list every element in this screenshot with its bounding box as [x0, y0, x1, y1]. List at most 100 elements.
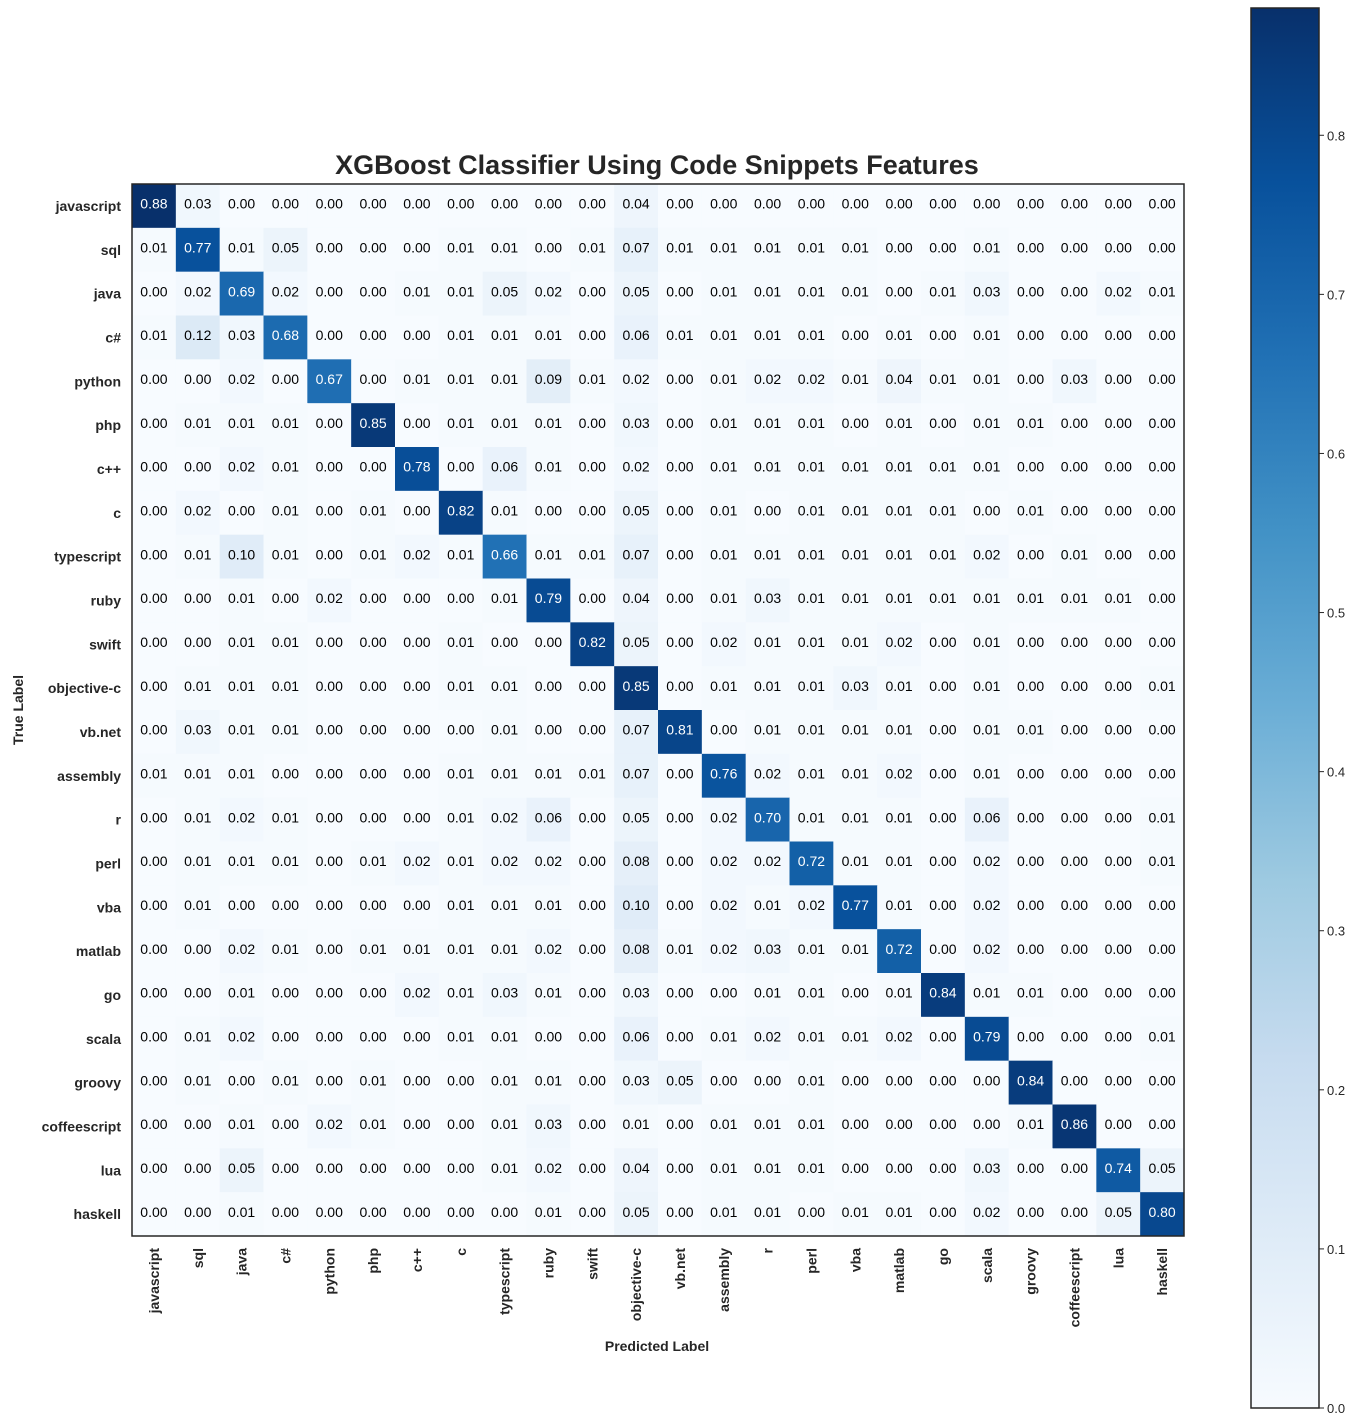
heatmap-cell — [132, 1148, 177, 1193]
heatmap-cell — [307, 1148, 352, 1193]
cell-value-label: 0.01 — [754, 415, 781, 431]
cell-value-label: 0.00 — [842, 985, 869, 1001]
heatmap-cell — [614, 929, 659, 974]
heatmap-cell — [482, 490, 527, 536]
heatmap-cell — [964, 753, 1010, 799]
heatmap-cell — [701, 490, 747, 536]
heatmap-cell — [175, 885, 221, 930]
heatmap-cell — [877, 973, 922, 1018]
heatmap-cell — [1052, 929, 1097, 974]
heatmap-cell — [482, 841, 527, 886]
heatmap-cell — [833, 1060, 878, 1105]
heatmap-cell — [789, 1060, 834, 1105]
heatmap-cell — [833, 315, 878, 360]
heatmap-cell — [307, 359, 352, 404]
heatmap-cell — [351, 622, 396, 667]
cell-value-label: 0.03 — [754, 590, 781, 606]
cell-value-label: 0.01 — [885, 985, 912, 1001]
heatmap-cell — [1140, 447, 1185, 492]
cell-value-label: 0.00 — [929, 634, 956, 650]
heatmap-cell — [526, 929, 571, 974]
x-tick-label: matlab — [891, 1248, 907, 1293]
cell-value-label: 0.00 — [666, 1116, 693, 1132]
cell-value-label: 0.81 — [666, 722, 693, 738]
cell-value-label: 0.01 — [491, 502, 518, 518]
cell-value-label: 0.00 — [535, 1028, 562, 1044]
colorbar-tick-label: 0.5 — [1327, 606, 1345, 621]
heatmap-cell — [1140, 710, 1185, 755]
cell-value-label: 0.02 — [622, 459, 649, 475]
heatmap-cell — [701, 1192, 747, 1237]
heatmap-cell — [1140, 403, 1185, 448]
heatmap-cell — [395, 973, 440, 1018]
cell-value-label: 0.00 — [140, 502, 167, 518]
heatmap-cell — [789, 184, 834, 229]
heatmap-cell — [132, 666, 177, 711]
heatmap-cell — [833, 227, 878, 273]
heatmap-cell — [570, 622, 615, 667]
heatmap-cell — [1140, 578, 1185, 623]
cell-value-label: 0.00 — [316, 502, 343, 518]
heatmap-cell — [570, 578, 615, 623]
cell-value-label: 0.01 — [754, 722, 781, 738]
heatmap-cell — [877, 227, 922, 273]
cell-value-label: 0.01 — [798, 985, 825, 1001]
heatmap-cell — [395, 315, 440, 360]
cell-value-label: 0.01 — [798, 1116, 825, 1132]
heatmap-cell — [351, 1148, 396, 1193]
heatmap-cell — [877, 753, 922, 799]
heatmap-cell — [921, 885, 966, 930]
cell-value-label: 0.00 — [316, 765, 343, 781]
heatmap-cell — [395, 666, 440, 711]
heatmap-cell — [526, 578, 571, 623]
cell-value-label: 0.02 — [535, 941, 562, 957]
cell-value-label: 0.03 — [1061, 371, 1088, 387]
heatmap-cell — [219, 797, 264, 842]
cell-value-label: 0.03 — [622, 1072, 649, 1088]
cell-value-label: 0.00 — [359, 590, 386, 606]
heatmap-cell — [219, 753, 264, 799]
cell-value-label: 0.01 — [491, 897, 518, 913]
heatmap-cell — [438, 315, 484, 360]
y-tick-label: scala — [86, 1031, 121, 1047]
cell-value-label: 0.00 — [842, 196, 869, 212]
cell-value-label: 0.00 — [1105, 941, 1132, 957]
cell-value-label: 0.07 — [622, 546, 649, 562]
heatmap-cell — [701, 534, 747, 579]
heatmap-cell — [307, 578, 352, 623]
cell-value-label: 0.00 — [272, 1204, 299, 1220]
heatmap-cell — [701, 929, 747, 974]
heatmap-cell — [219, 447, 264, 492]
cell-value-label: 0.01 — [710, 590, 737, 606]
cell-value-label: 0.00 — [140, 722, 167, 738]
cell-value-label: 0.00 — [666, 415, 693, 431]
cell-value-label: 0.01 — [1017, 415, 1044, 431]
cell-value-label: 0.03 — [184, 196, 211, 212]
cell-value-label: 0.79 — [535, 590, 562, 606]
x-tick-label: assembly — [716, 1248, 732, 1312]
heatmap-cell — [1140, 622, 1185, 667]
cell-value-label: 0.01 — [1148, 809, 1175, 825]
cell-value-label: 0.01 — [228, 985, 255, 1001]
cell-value-label: 0.01 — [973, 239, 1000, 255]
cell-value-label: 0.03 — [228, 327, 255, 343]
heatmap-cell — [1008, 885, 1053, 930]
heatmap-cell — [482, 184, 527, 229]
cell-value-label: 0.00 — [316, 415, 343, 431]
cell-value-label: 0.00 — [403, 765, 430, 781]
heatmap-cell — [307, 885, 352, 930]
heatmap-cell — [482, 1192, 527, 1237]
cell-value-label: 0.00 — [403, 415, 430, 431]
heatmap-cell — [526, 403, 571, 448]
heatmap-cell — [395, 929, 440, 974]
cell-value-label: 0.00 — [1017, 371, 1044, 387]
cell-value-label: 0.01 — [272, 459, 299, 475]
cell-value-label: 0.01 — [491, 765, 518, 781]
cell-value-label: 0.00 — [579, 590, 606, 606]
cell-value-label: 0.02 — [491, 809, 518, 825]
heatmap-cell — [833, 622, 878, 667]
cell-value-label: 0.00 — [1061, 722, 1088, 738]
heatmap-cell — [219, 1148, 264, 1193]
heatmap-cell — [964, 227, 1010, 273]
cell-value-label: 0.01 — [798, 1160, 825, 1176]
